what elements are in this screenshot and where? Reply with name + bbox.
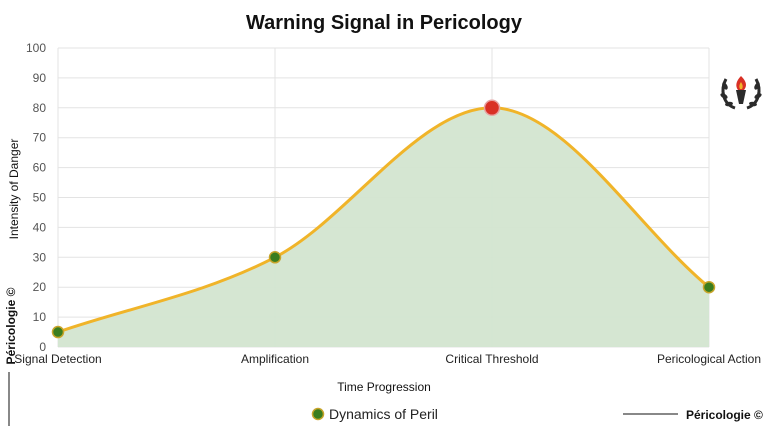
x-axis-title: Time Progression [337,380,431,394]
y-tick-label: 20 [33,280,47,294]
y-tick-label: 80 [33,101,47,115]
x-axis-labels: Signal Detection Amplification Critical Th… [14,352,761,366]
data-point[interactable] [702,280,716,294]
brand-label-bottom: Péricologie © [686,408,763,422]
y-tick-label: 70 [33,131,47,145]
legend[interactable]: Dynamics of Peril [311,406,438,422]
series-line [57,106,710,334]
data-point[interactable] [51,325,65,339]
y-tick-label: 50 [33,191,47,205]
data-point-highlight[interactable] [483,99,501,117]
y-tick-label: 100 [26,41,46,55]
brand-label-left: Péricologie © [4,287,18,364]
x-tick-label: Signal Detection [14,352,101,366]
y-tick-label: 60 [33,161,47,175]
legend-label: Dynamics of Peril [329,406,438,422]
y-axis-title: Intensity of Danger [7,139,21,240]
legend-marker [311,407,325,421]
x-tick-label: Critical Threshold [445,352,538,366]
y-tick-label: 90 [33,71,47,85]
y-axis-ticks: 0 10 20 30 40 50 60 70 80 90 100 [26,41,46,354]
torch-laurel-icon [720,73,762,111]
x-tick-label: Amplification [241,352,309,366]
data-point[interactable] [268,251,282,264]
y-tick-label: 40 [33,220,47,234]
chart-title: Warning Signal in Pericology [246,12,522,34]
y-tick-label: 10 [33,310,47,324]
data-points [51,99,716,339]
y-tick-label: 30 [33,250,47,264]
y-tick-label: 0 [39,340,46,354]
series-area-fill [58,107,709,347]
x-tick-label: Pericological Action [657,352,761,366]
